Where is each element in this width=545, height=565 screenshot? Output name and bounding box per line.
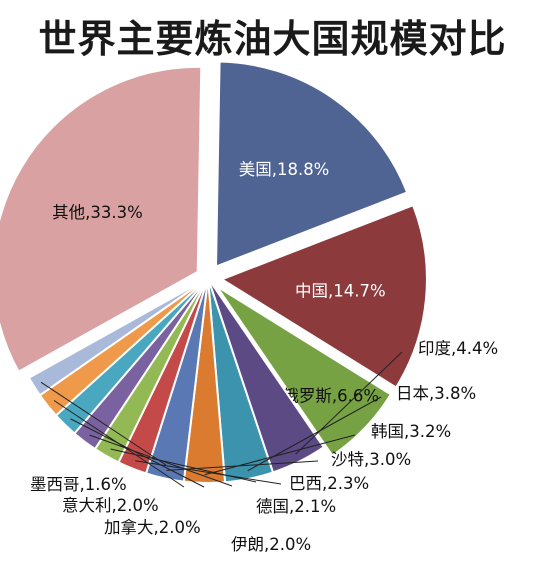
slice-label-巴西: 巴西,2.3%	[289, 474, 369, 493]
leader-line-沙特	[166, 460, 319, 471]
pie-slice-墨西哥	[27, 277, 209, 397]
chart-title: 世界主要炼油大国规模对比	[38, 17, 507, 61]
slice-label-俄罗斯: 俄罗斯,6.6%	[282, 386, 379, 405]
leader-line-意大利	[53, 400, 185, 488]
slice-label-美国: 美国,18.8%	[239, 160, 330, 179]
pie-slice-其他	[0, 65, 203, 373]
leader-line-韩国	[204, 434, 356, 476]
leader-line-墨西哥	[40, 381, 167, 466]
pie-slice-中国	[219, 203, 428, 389]
slice-label-德国: 德国,2.1%	[256, 497, 336, 516]
leader-line-印度	[295, 351, 403, 455]
slice-label-其他: 其他,33.3%	[52, 203, 143, 222]
slice-label-加拿大: 加拿大,2.0%	[104, 517, 201, 537]
slice-label-墨西哥: 墨西哥,1.6%	[30, 475, 127, 494]
slice-label-伊朗: 伊朗,2.0%	[231, 535, 311, 554]
pie-slice-美国	[214, 60, 409, 268]
slice-label-日本: 日本,3.8%	[396, 384, 476, 403]
slice-label-中国: 中国,14.7%	[295, 281, 386, 300]
slice-label-沙特: 沙特,3.0%	[331, 450, 411, 469]
leader-line-加拿大	[70, 418, 205, 488]
leader-line-日本	[247, 396, 382, 472]
slice-label-意大利: 意大利,2.0%	[62, 496, 159, 515]
slice-label-韩国: 韩国,3.2%	[371, 422, 451, 441]
slice-label-印度: 印度,4.4%	[418, 339, 498, 358]
pie-slice-俄罗斯	[215, 285, 393, 457]
leader-line-伊朗	[89, 434, 233, 487]
